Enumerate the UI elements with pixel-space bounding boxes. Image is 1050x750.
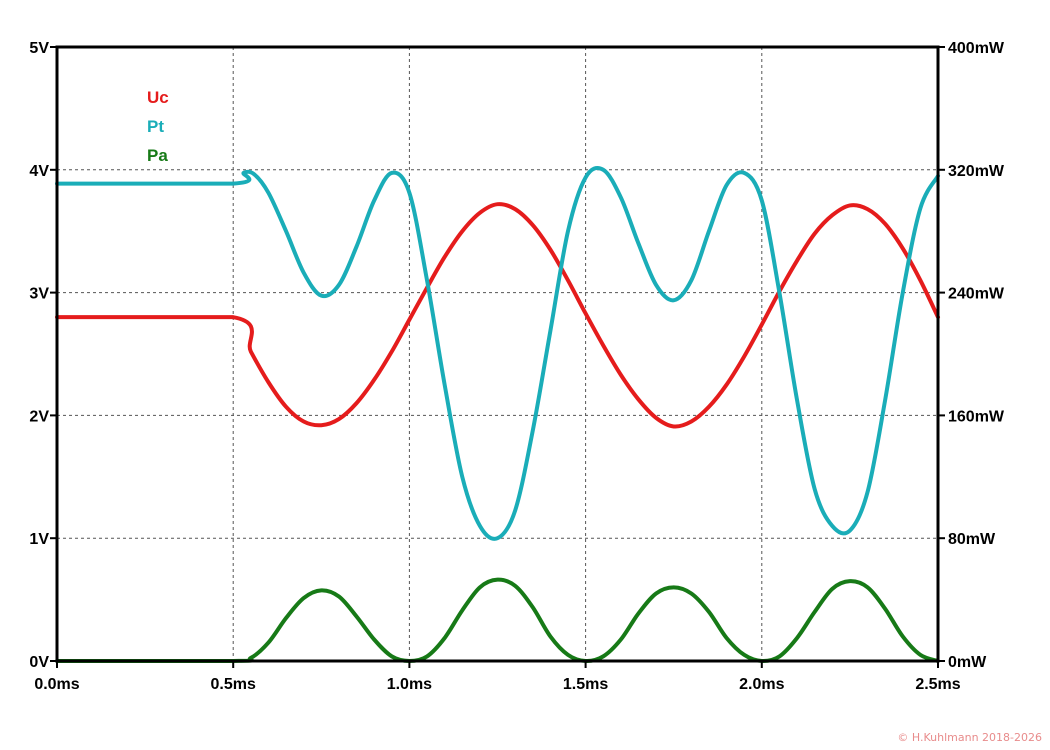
copyright-text: © H.Kuhlmann 2018-2026 (897, 731, 1042, 744)
y-right-tick-label-1: 80mW (948, 531, 996, 548)
y-left-tick-label-5: 5V (29, 40, 49, 57)
x-tick-label-4: 2.0ms (739, 676, 784, 693)
y-left-tick-label-2: 2V (29, 408, 49, 425)
y-left-tick-label-4: 4V (29, 163, 49, 180)
y-right-tick-label-4: 320mW (948, 163, 1005, 180)
y-right-tick-label-3: 240mW (948, 286, 1005, 303)
x-tick-label-1: 0.5ms (211, 676, 256, 693)
legend-entry-pa: Pa (147, 146, 168, 165)
x-tick-label-3: 1.5ms (563, 676, 608, 693)
x-tick-label-5: 2.5ms (915, 676, 960, 693)
y-right-tick-label-0: 0mW (948, 654, 987, 671)
y-left-tick-label-3: 3V (29, 286, 49, 303)
legend: Uc Pt Pa (147, 88, 169, 165)
x-tick-label-0: 0.0ms (34, 676, 79, 693)
series-line-uc (55, 202, 940, 429)
y-right-tick-label-5: 400mW (948, 40, 1005, 57)
series-lines (55, 166, 940, 664)
plot-frame (55, 45, 940, 663)
series-line-pa (55, 577, 940, 664)
grid (57, 47, 938, 661)
y-left-tick-label-0: 0V (29, 654, 49, 671)
y-left-tick-label-1: 1V (29, 531, 49, 548)
x-tick-label-2: 1.0ms (387, 676, 432, 693)
legend-entry-uc: Uc (147, 88, 169, 107)
series-line-pt (55, 166, 940, 541)
y-right-tick-label-2: 160mW (948, 408, 1005, 425)
axis-ticks: 0.0ms 0.5ms 1.0ms 1.5ms 2.0ms 2.5ms 0V 1V 2V 3V 4V… (29, 40, 1005, 693)
legend-entry-pt: Pt (147, 117, 164, 136)
